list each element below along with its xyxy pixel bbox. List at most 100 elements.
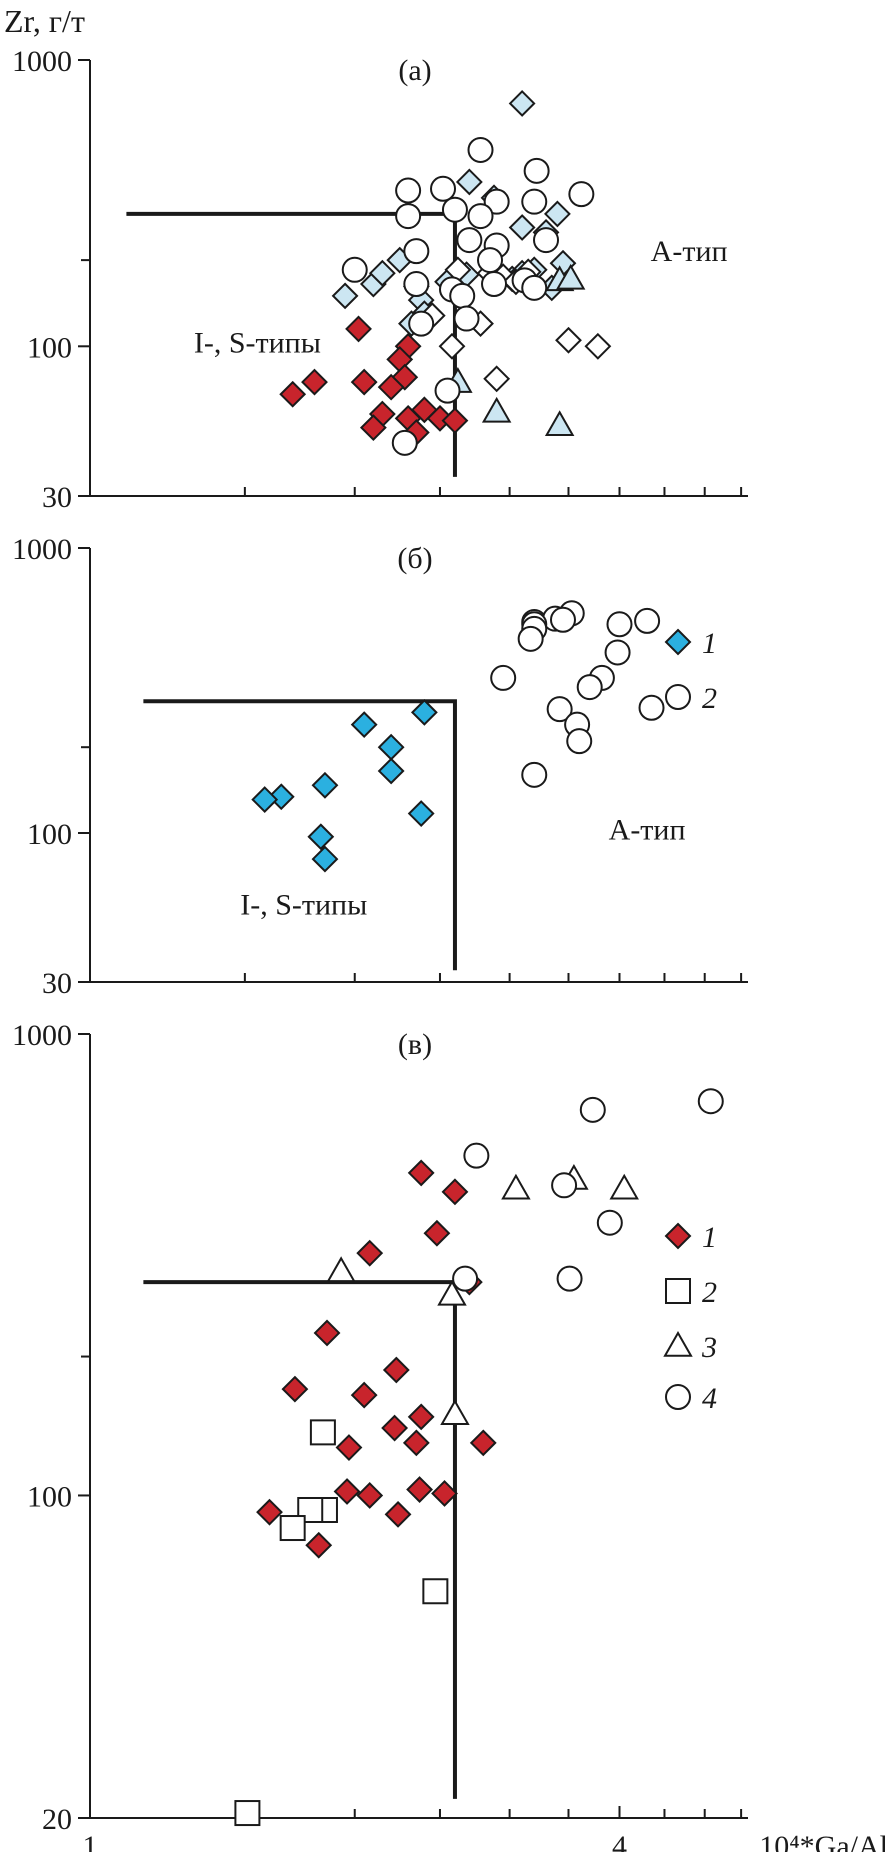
data-point-diamond <box>356 1482 384 1509</box>
y-tick-label: 100 <box>27 1480 72 1513</box>
legend-marker-circle <box>665 684 691 710</box>
data-point-diamond <box>441 1178 469 1206</box>
data-point-diamond <box>543 200 571 228</box>
data-point-diamond <box>335 1434 363 1461</box>
data-point-circle <box>391 429 418 456</box>
data-point-diamond <box>251 786 279 813</box>
data-point-diamond <box>368 259 396 287</box>
data-point-triangle <box>544 410 575 436</box>
data-point-circle <box>395 177 422 204</box>
data-point-diamond <box>279 380 307 408</box>
data-point-circle <box>634 607 661 634</box>
data-point-diamond <box>402 1429 430 1457</box>
y-tick-label: 100 <box>27 331 72 364</box>
data-point-square <box>309 1419 336 1446</box>
data-point-diamond <box>311 771 339 799</box>
data-point-circle <box>403 271 430 298</box>
data-point-circle <box>463 1142 490 1169</box>
data-point-diamond <box>313 1319 341 1347</box>
data-point-circle <box>441 196 468 223</box>
data-point-diamond <box>381 1414 409 1442</box>
data-point-diamond <box>438 332 466 360</box>
data-point-diamond <box>333 1478 361 1505</box>
legend-label: 4 <box>702 1382 717 1415</box>
data-point-circle <box>521 188 548 215</box>
data-point-diamond <box>441 407 469 435</box>
data-point-circle <box>467 203 494 230</box>
data-point-diamond <box>256 1498 283 1526</box>
x-axis-label: 10⁴*Ga/Al <box>759 1830 888 1852</box>
data-point-triangle <box>326 1256 356 1283</box>
data-point-circle <box>697 1088 724 1115</box>
data-point-circle <box>456 227 483 254</box>
data-point-circle <box>408 310 435 337</box>
data-point-diamond <box>382 1356 410 1384</box>
data-point-diamond <box>345 315 372 343</box>
data-point-circle <box>546 696 573 723</box>
data-point-diamond <box>305 1531 333 1559</box>
legend-label: 1 <box>702 627 717 660</box>
data-point-diamond <box>350 711 378 739</box>
legend-marker-triangle <box>663 1330 693 1357</box>
y-tick-label: 1000 <box>12 45 72 78</box>
data-point-circle <box>576 674 603 701</box>
data-point-diamond <box>555 326 582 354</box>
region-label: I-, S-типы <box>194 327 321 360</box>
data-point-diamond <box>584 332 612 360</box>
y-axis-label: Zr, г/т <box>4 3 85 39</box>
data-point-circle <box>467 136 494 163</box>
y-tick-label: 1000 <box>12 533 72 566</box>
data-point-diamond <box>377 757 405 785</box>
x-tick-label: 1 <box>83 1830 98 1852</box>
data-point-circle <box>551 1172 578 1199</box>
legend-label: 3 <box>701 1331 717 1364</box>
legend-label: 2 <box>702 682 717 715</box>
data-point-diamond <box>377 733 405 761</box>
data-point-triangle <box>481 396 512 423</box>
data-point-circle <box>568 181 595 208</box>
region-label: A-тип <box>651 235 728 268</box>
data-point-circle <box>477 247 504 274</box>
data-point-diamond <box>377 373 405 401</box>
data-point-diamond <box>350 1381 378 1409</box>
data-point-circle <box>452 1265 479 1292</box>
data-point-circle <box>449 282 476 309</box>
data-point-diamond <box>359 414 387 442</box>
legend-marker-square <box>665 1278 691 1304</box>
data-point-diamond <box>508 214 536 241</box>
data-point-square <box>422 1578 449 1605</box>
data-point-triangle <box>555 263 586 290</box>
data-point-diamond <box>407 1403 435 1431</box>
data-point-triangle <box>437 1279 467 1306</box>
data-point-circle <box>490 664 517 691</box>
data-point-diamond <box>469 1429 497 1457</box>
data-point-circle <box>606 611 633 638</box>
y-tick-label: 1000 <box>12 1019 72 1052</box>
data-point-circle <box>395 203 422 230</box>
data-point-circle <box>521 274 548 301</box>
data-point-triangle <box>609 1173 639 1200</box>
discrimination-line <box>143 699 457 971</box>
data-point-diamond <box>311 845 339 873</box>
data-point-diamond <box>406 1476 433 1503</box>
data-point-circle <box>453 305 480 332</box>
legend-marker-circle <box>665 1384 691 1410</box>
data-point-diamond <box>307 823 335 851</box>
data-point-diamond <box>301 368 328 396</box>
data-point-circle <box>556 1265 583 1292</box>
legend-label: 2 <box>702 1276 717 1309</box>
panel-label: (a) <box>398 54 431 87</box>
data-point-diamond <box>410 698 438 726</box>
region-label: I-, S-типы <box>240 889 367 922</box>
data-point-triangle <box>501 1173 531 1200</box>
data-point-diamond <box>455 168 483 196</box>
data-point-circle <box>483 188 510 215</box>
data-point-circle <box>549 606 576 633</box>
data-point-square <box>279 1515 306 1542</box>
data-point-circle <box>579 1096 606 1123</box>
data-point-circle <box>430 175 457 202</box>
data-point-square <box>234 1800 261 1827</box>
y-tick-label: 30 <box>42 967 72 1000</box>
data-point-diamond <box>508 90 536 117</box>
